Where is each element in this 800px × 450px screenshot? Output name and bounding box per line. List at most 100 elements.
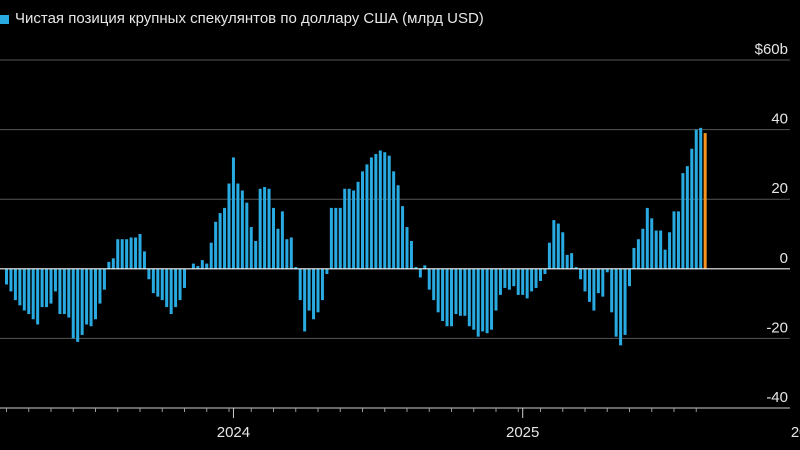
bar	[62, 268, 66, 315]
bar	[289, 237, 293, 269]
bar	[169, 268, 173, 315]
bar	[543, 268, 547, 275]
bar	[49, 268, 53, 304]
bar	[85, 268, 89, 325]
x-tick-label: 2025	[506, 424, 539, 441]
bar	[583, 268, 587, 292]
bar	[436, 268, 440, 313]
bar	[387, 155, 391, 269]
bar	[40, 268, 44, 308]
bar	[316, 268, 320, 313]
bar	[467, 268, 471, 327]
bar	[516, 268, 520, 295]
bar	[556, 223, 560, 269]
bars	[5, 127, 707, 346]
bar	[361, 171, 364, 269]
bar	[427, 268, 431, 290]
bar	[668, 232, 672, 269]
bar	[200, 260, 204, 269]
y-tick-label: 0	[780, 250, 788, 267]
bar	[338, 207, 342, 269]
bar	[605, 268, 609, 273]
bar	[432, 268, 436, 301]
bar	[71, 268, 75, 339]
bar	[89, 268, 93, 327]
bar	[240, 190, 244, 269]
bar	[659, 230, 663, 269]
bar	[134, 237, 138, 269]
bar	[534, 268, 538, 288]
bar	[53, 268, 57, 292]
bar	[36, 268, 40, 325]
bar	[565, 254, 569, 269]
bar	[254, 240, 258, 269]
bar	[418, 268, 422, 278]
bar	[494, 268, 498, 311]
bar	[343, 188, 347, 269]
bar	[401, 206, 405, 269]
bar	[147, 268, 151, 280]
y-tick-label: 20	[771, 180, 788, 197]
bar	[525, 268, 529, 299]
bar	[450, 268, 453, 327]
bar	[685, 166, 689, 269]
bar	[690, 148, 694, 269]
bar	[156, 268, 160, 297]
bar	[312, 268, 316, 320]
bar	[263, 187, 267, 269]
bar	[31, 268, 35, 320]
bar	[22, 268, 26, 311]
bar	[223, 207, 227, 269]
bar	[507, 268, 511, 290]
y-tick-label: 40	[771, 111, 788, 128]
bar	[623, 268, 627, 335]
legend: Чистая позиция крупных спекулянтов по до…	[0, 10, 484, 27]
legend-swatch	[0, 14, 9, 24]
bar	[378, 150, 382, 269]
bar	[111, 258, 115, 269]
bar	[249, 227, 253, 269]
bar	[267, 188, 271, 269]
bar	[178, 268, 182, 301]
bar	[94, 268, 97, 320]
bar	[654, 230, 658, 269]
legend-label: Чистая позиция крупных спекулянтов по до…	[15, 10, 484, 27]
bar	[142, 251, 146, 269]
bar	[672, 211, 676, 269]
bar	[76, 268, 80, 342]
bar	[209, 242, 213, 269]
bar-latest	[703, 133, 707, 269]
bar	[610, 268, 614, 313]
bar	[512, 268, 516, 287]
bar	[205, 263, 209, 269]
bar	[183, 268, 186, 288]
bar	[490, 268, 494, 330]
bar	[120, 239, 124, 269]
bar	[303, 268, 307, 332]
bar	[196, 266, 200, 269]
bar	[138, 234, 142, 269]
bar	[458, 268, 462, 316]
bar	[374, 153, 378, 269]
bar	[561, 232, 565, 269]
bar	[587, 268, 591, 302]
bar	[214, 221, 218, 269]
bar	[392, 171, 396, 269]
bar	[405, 227, 409, 269]
bar	[356, 181, 360, 269]
bar	[663, 249, 667, 269]
bar	[463, 268, 467, 316]
bar	[80, 268, 84, 335]
bar	[414, 267, 418, 269]
x-tick-label: 2026	[791, 424, 800, 441]
y-tick-label: -20	[766, 319, 788, 336]
bar	[619, 268, 623, 346]
bar	[352, 190, 356, 269]
bar	[191, 263, 195, 269]
bar	[369, 157, 373, 269]
bar	[307, 268, 311, 311]
bar	[694, 129, 698, 269]
bar	[552, 220, 556, 269]
bar	[579, 268, 583, 280]
